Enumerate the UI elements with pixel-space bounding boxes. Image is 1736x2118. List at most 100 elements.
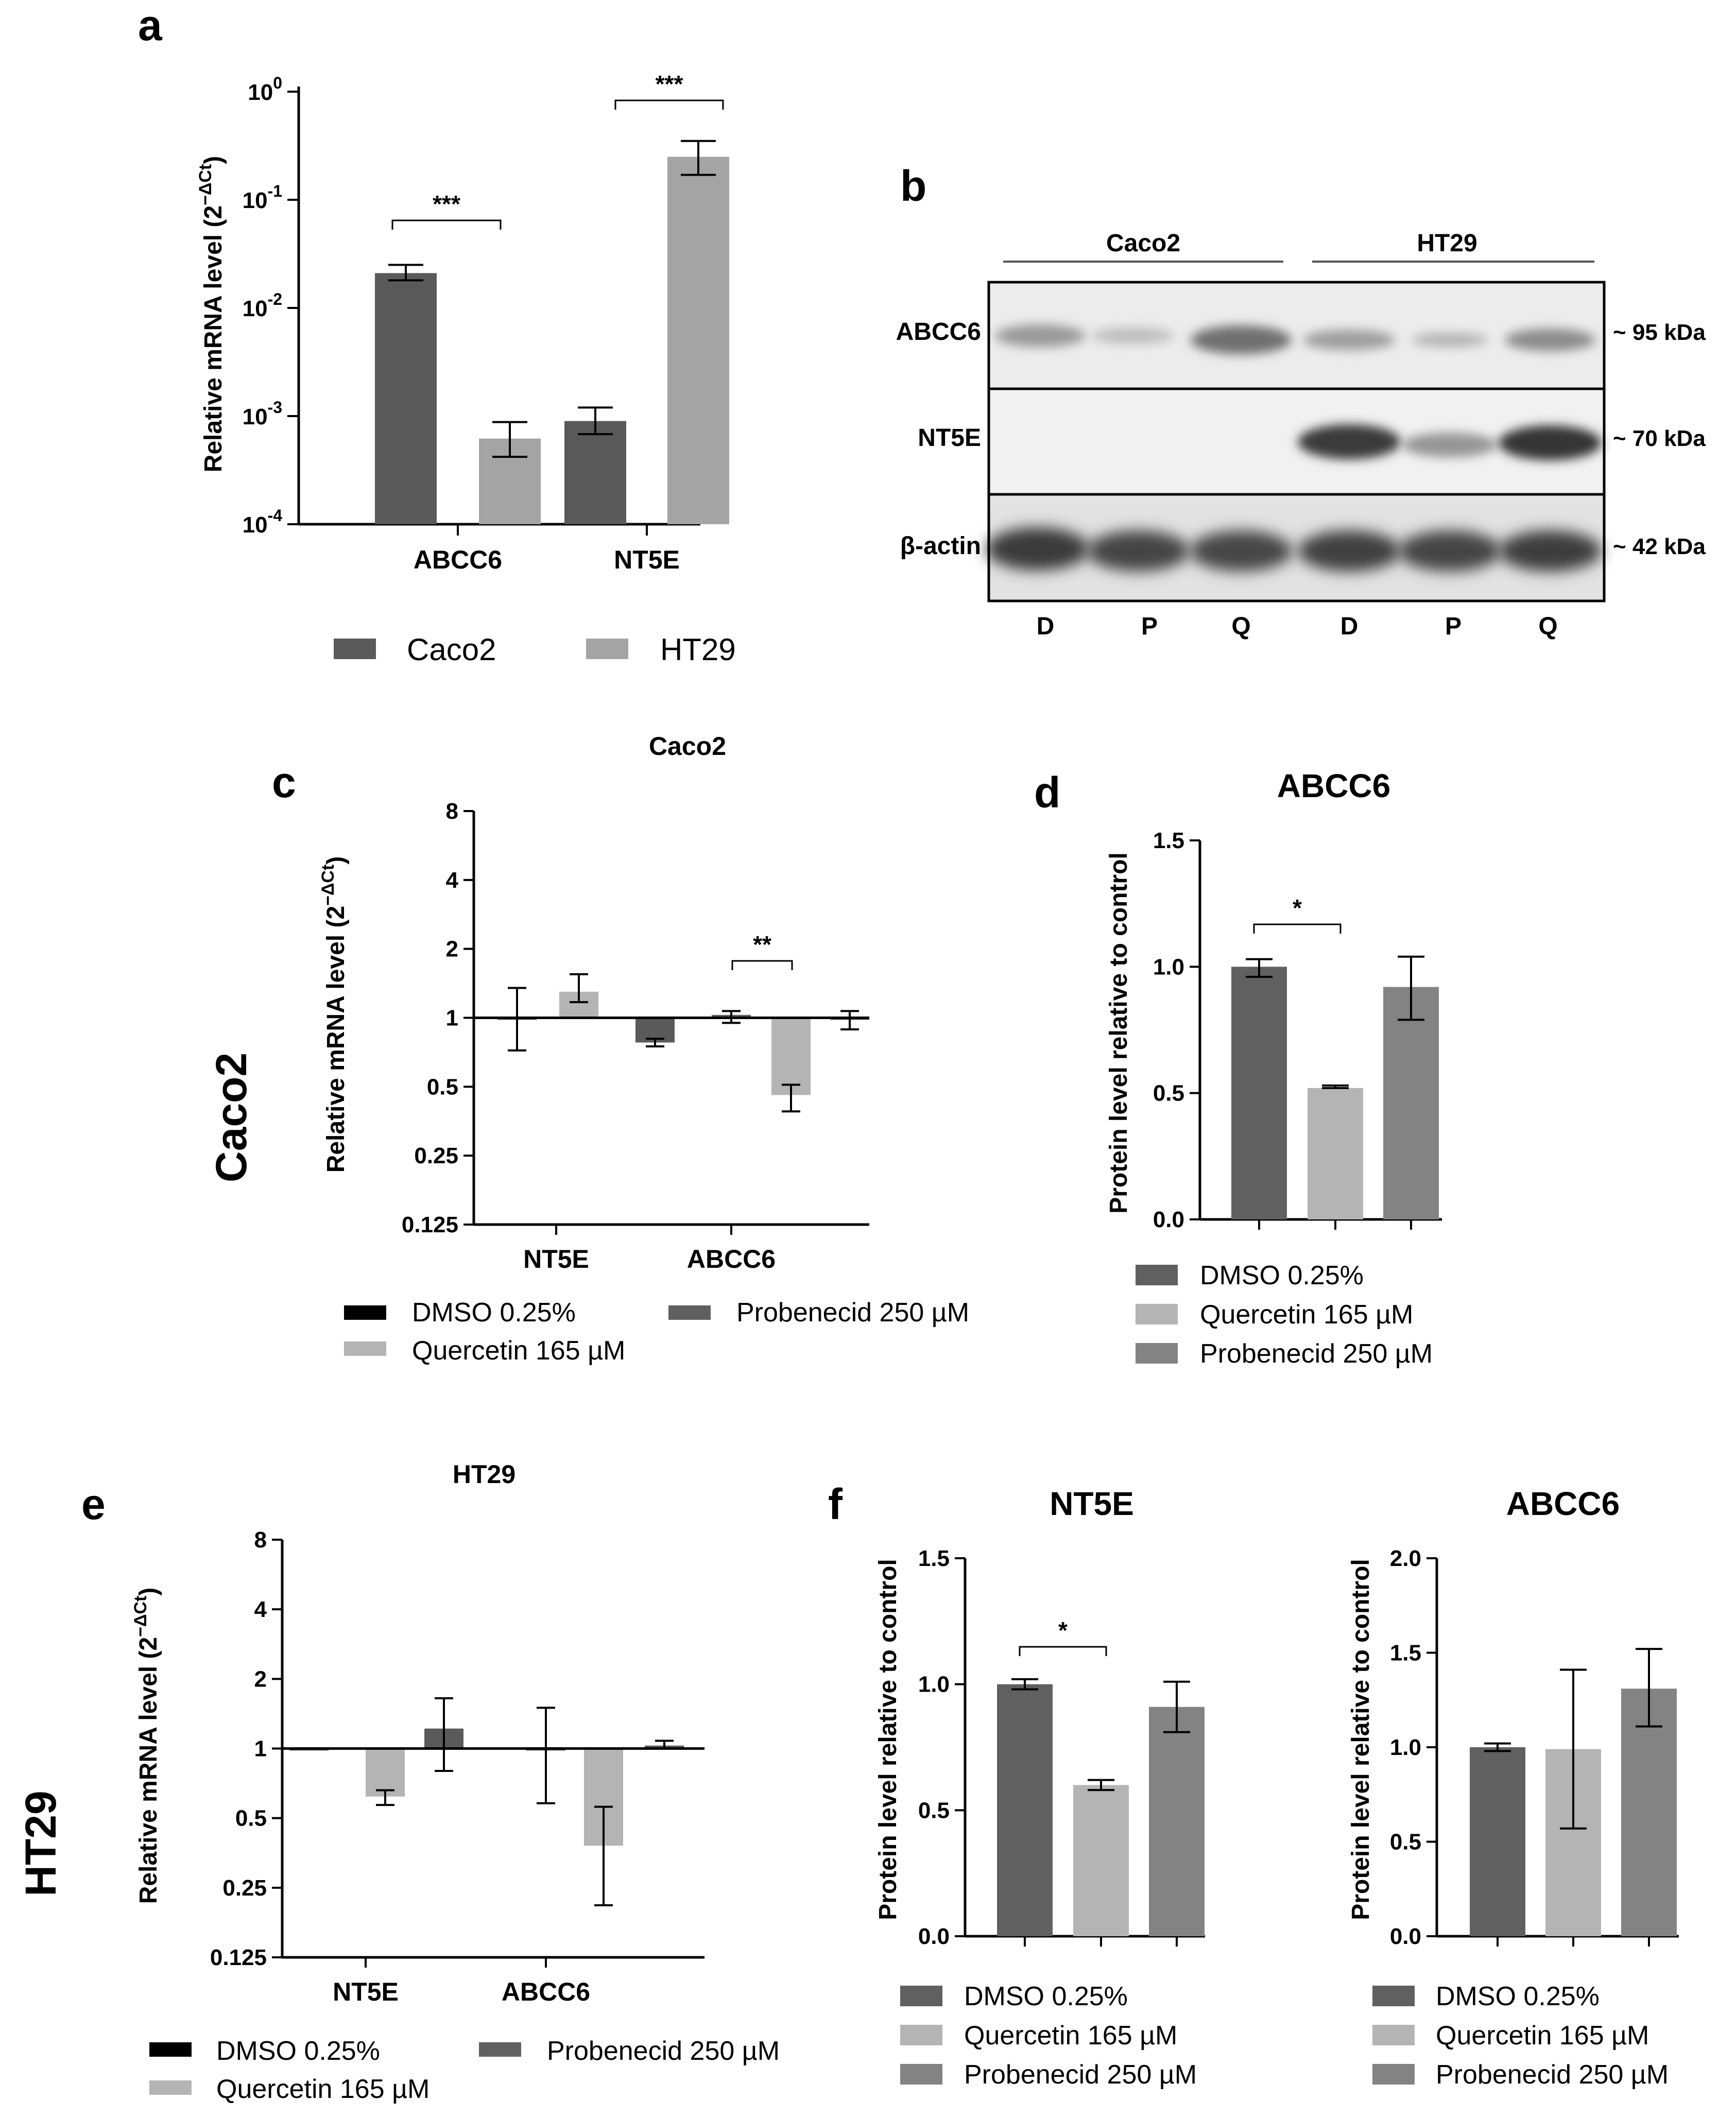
bar-dmso: [1231, 967, 1287, 1219]
y-tick-label: 10-3: [243, 398, 282, 429]
panel-a: a 100 10-1 10-2 10-3 10-4 Relative mRNA leve…: [138, 1, 736, 667]
y-tick-label: 0.25: [414, 1143, 458, 1168]
significance-nt5e-label: ***: [656, 71, 683, 97]
y-tick-label: 4: [446, 868, 459, 893]
blot-frame: [987, 281, 1606, 602]
bar-quercetin: [1073, 1785, 1129, 1936]
legend-swatch-quercetin: [1136, 1304, 1178, 1324]
y-tick-label: 4: [254, 1597, 267, 1622]
significance-bracket: [1019, 1646, 1107, 1656]
panel-f: f NT5E ABCC6 Protein level relative to c…: [828, 1480, 1679, 2090]
panel-c: c Caco2 Relative mRNA level (2−ΔCt) 8 4 2 1…: [272, 732, 969, 1366]
significance-abcc6-label: **: [753, 931, 771, 958]
panel-f-right-plot: [1435, 1558, 1679, 1947]
legend-swatch-quercetin: [1372, 2025, 1415, 2045]
panel-f-left-y-ticks: 1.5 1.0 0.5 0.0: [918, 1546, 965, 1949]
legend-label-dmso: DMSO 0.25%: [412, 1298, 576, 1328]
band-nt5e-ht29-p: [1402, 433, 1497, 457]
panel-f-right-legend: DMSO 0.25% Quercetin 165 µM Probenecid 2…: [1372, 1982, 1669, 2090]
y-tick-label: 2: [254, 1666, 267, 1692]
panel-f-left-y-label: Protein level relative to control: [874, 1559, 902, 1920]
y-tick-label: 0.0: [1153, 1207, 1184, 1232]
bar-dmso: [1470, 1747, 1525, 1936]
y-tick-label: 10-1: [243, 182, 282, 213]
legend-label-probenecid: Probenecid 250 µM: [964, 2060, 1197, 2090]
blot-membrane-abcc6: [989, 282, 1604, 389]
x-tick-label: NT5E: [614, 545, 680, 574]
blot-group-ht29: HT29: [1417, 230, 1477, 257]
panel-d-y-label: Protein level relative to control: [1105, 852, 1132, 1214]
blot-row-abcc6: ABCC6: [896, 318, 981, 346]
legend-label-probenecid: Probenecid 250 µM: [547, 2036, 780, 2066]
x-tick-label: ABCC6: [414, 545, 502, 574]
panel-letter-e: e: [81, 1480, 106, 1528]
panel-f-right-y-ticks: 2.0 1.5 1.0 0.5 0.0: [1390, 1546, 1437, 1949]
band-nt5e-ht29-d: [1298, 424, 1401, 459]
legend-label-dmso: DMSO 0.25%: [964, 1982, 1128, 2011]
legend-swatch-probenecid: [1136, 1343, 1178, 1364]
panel-c-y-label: Relative mRNA level (2−ΔCt): [318, 856, 350, 1173]
legend-swatch-dmso: [1372, 1986, 1415, 2006]
legend-swatch-dmso: [1136, 1265, 1178, 1285]
bar-caco2-abcc6: [375, 273, 437, 524]
blot-row-actin: β-actin: [900, 532, 981, 560]
y-tick-label: 0.5: [1390, 1830, 1421, 1855]
panel-letter-b: b: [900, 162, 926, 210]
blot-size-abcc6: ~ 95 kDa: [1613, 320, 1706, 345]
blot-lane-2: P: [1141, 613, 1158, 640]
y-tick-label: 10-4: [243, 506, 283, 538]
significance-abcc6-label: ***: [433, 191, 460, 217]
panel-e-title: HT29: [453, 1460, 515, 1489]
y-tick-label: 8: [446, 799, 458, 824]
bar-dmso: [997, 1684, 1053, 1936]
y-tick-label: 1.5: [918, 1546, 950, 1571]
y-tick-label: 100: [248, 74, 282, 105]
x-tick-label: NT5E: [333, 1977, 399, 2006]
y-tick-label: 0.5: [1153, 1081, 1184, 1106]
blot-lane-4: D: [1340, 613, 1359, 640]
legend-swatch-quercetin: [900, 2025, 942, 2045]
bar-quercetin-nt5e: [366, 1748, 405, 1797]
blot-lane-6: Q: [1538, 613, 1557, 640]
panel-a-plot: ABCC6 NT5E *** ***: [297, 71, 729, 574]
y-tick-label: 0.0: [918, 1924, 950, 1949]
significance-label: *: [1058, 1617, 1068, 1644]
y-tick-label: 0.5: [918, 1798, 950, 1823]
panel-a-y-label: Relative mRNA level (2−ΔCt): [196, 156, 227, 473]
legend-swatch-quercetin: [344, 1341, 386, 1356]
bar-quercetin-abcc6: [771, 1018, 811, 1095]
legend-label-quercetin: Quercetin 165 µM: [1436, 2021, 1649, 2051]
band-actin-ht29-d: [1298, 530, 1401, 572]
panel-c-plot: NT5E ABCC6 **: [472, 811, 869, 1273]
panel-d-y-ticks: 1.5 1.0 0.5 0.0: [1153, 828, 1200, 1232]
y-tick-label: 1: [254, 1736, 267, 1762]
band-abcc6-ht29-p: [1411, 333, 1488, 347]
y-tick-label: 1.0: [918, 1672, 950, 1697]
legend-label-probenecid: Probenecid 250 µM: [1436, 2060, 1669, 2090]
bar-probenecid: [1621, 1689, 1677, 1936]
y-tick-label: 2: [446, 937, 458, 962]
legend-swatch-probenecid: [900, 2064, 942, 2085]
band-abcc6-ht29-q: [1505, 329, 1595, 351]
band-actin-caco2-p: [1087, 530, 1190, 572]
y-tick-label: 1.5: [1390, 1641, 1421, 1666]
band-abcc6-ht29-d: [1303, 330, 1396, 350]
panel-f-left-legend: DMSO 0.25% Quercetin 165 µM Probenecid 2…: [900, 1982, 1197, 2090]
legend-swatch-probenecid: [479, 2042, 521, 2057]
blot-lane-1: D: [1037, 613, 1055, 640]
panel-c-y-ticks: 8 4 2 1 0.5 0.25 0.125: [402, 799, 474, 1237]
panel-letter-f: f: [828, 1480, 843, 1528]
panel-f-right-y-label: Protein level relative to control: [1347, 1559, 1374, 1920]
y-tick-label: 1.5: [1153, 828, 1184, 853]
band-abcc6-caco2-q: [1191, 325, 1292, 354]
legend-swatch-quercetin: [149, 2080, 192, 2095]
panel-c-title: Caco2: [649, 732, 726, 761]
y-tick-label: 0.0: [1390, 1924, 1421, 1949]
bar-probenecid: [1149, 1707, 1205, 1936]
blot-size-actin: ~ 42 kDa: [1613, 534, 1706, 559]
panel-f-right-title: ABCC6: [1506, 1485, 1620, 1522]
panel-e: e HT29 Relative mRNA level (2−ΔCt) 8 4 2 1 0…: [81, 1460, 780, 2104]
y-tick-label: 1.0: [1390, 1735, 1421, 1760]
panel-d: d ABCC6 Protein level relative to contro…: [1034, 767, 1442, 1369]
